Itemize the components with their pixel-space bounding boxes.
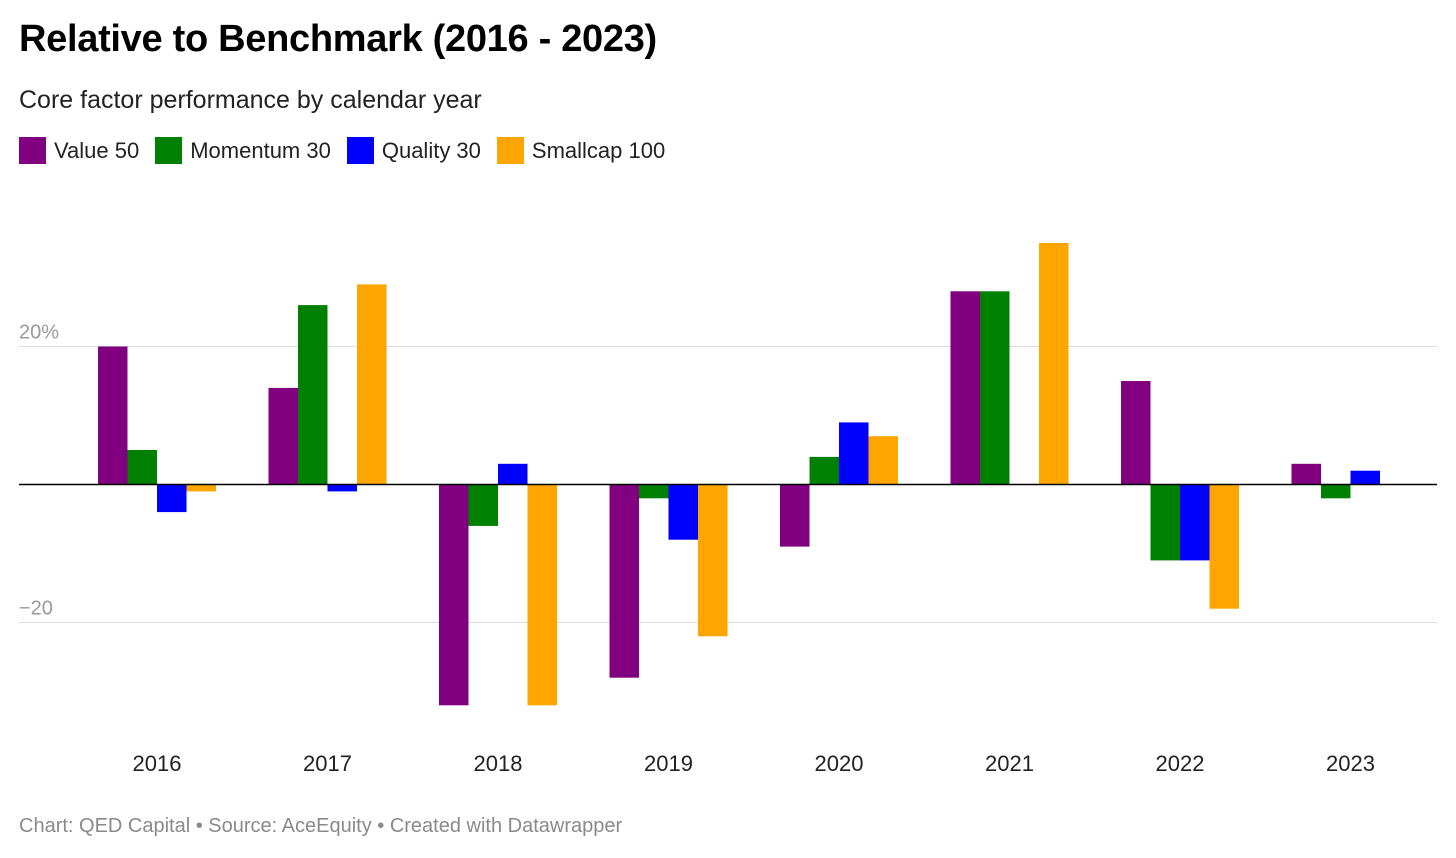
x-tick-label: 2021 (985, 751, 1034, 776)
legend-swatch (19, 137, 46, 164)
bar-momentum-30 (809, 456, 839, 485)
bar-value-50 (1121, 381, 1151, 485)
x-tick-label: 2018 (474, 751, 523, 776)
chart-title: Relative to Benchmark (2016 - 2023) (19, 18, 657, 60)
legend-label: Smallcap 100 (531, 137, 666, 163)
bar-quality-30 (157, 484, 187, 513)
bar-momentum-30 (468, 484, 498, 526)
bar-smallcap-100 (1209, 484, 1239, 609)
bar-quality-30 (839, 422, 869, 485)
legend-item: Value 50 (19, 137, 139, 164)
bar-momentum-30 (1321, 484, 1351, 499)
legend-swatch (155, 137, 183, 164)
legend-item: Quality 30 (346, 137, 481, 164)
bar-chart: 20% −20 2016 2017 2018 2019 2020 2021 2022 2023 (19, 243, 1437, 776)
bar-smallcap-100 (1039, 243, 1069, 485)
legend-item: Momentum 30 (155, 137, 331, 164)
legend-label: Value 50 (54, 137, 140, 163)
x-tick-label: 2019 (644, 751, 693, 776)
legend-item: Smallcap 100 (496, 137, 666, 164)
bar-quality-30 (498, 463, 528, 485)
legend-swatch (496, 137, 524, 164)
x-tick-label: 2017 (303, 751, 352, 776)
bar-momentum-30 (980, 291, 1010, 485)
x-tick-label: 2022 (1156, 751, 1205, 776)
bar-smallcap-100 (186, 484, 216, 492)
chart-subtitle: Core factor performance by calendar year (19, 86, 482, 114)
bar-smallcap-100 (868, 436, 898, 485)
x-tick-label: 2016 (133, 751, 182, 776)
legend-label: Momentum 30 (190, 137, 331, 163)
bar-value-50 (780, 484, 810, 547)
bar-quality-30 (1350, 470, 1380, 485)
bar-quality-30 (1180, 484, 1210, 561)
bar-momentum-30 (639, 484, 669, 499)
y-tick-label: −20 (19, 598, 53, 620)
x-tick-label: 2020 (815, 751, 864, 776)
bar-value-50 (98, 346, 128, 485)
bar-quality-30 (668, 484, 698, 540)
bar-value-50 (950, 291, 980, 485)
bar-value-50 (609, 484, 639, 678)
bar-momentum-30 (1150, 484, 1180, 561)
bar-smallcap-100 (527, 484, 557, 706)
chart-footer: Chart: QED Capital • Source: AceEquity •… (19, 815, 623, 837)
bar-momentum-30 (127, 450, 157, 485)
bar-smallcap-100 (698, 484, 728, 637)
x-tick-label: 2023 (1326, 751, 1375, 776)
legend-label: Quality 30 (381, 137, 481, 163)
bar-smallcap-100 (357, 284, 387, 485)
y-tick-label: 20% (19, 322, 59, 344)
bar-value-50 (268, 387, 298, 485)
bar-value-50 (1291, 463, 1321, 485)
legend: Value 50 Momentum 30 Quality 30 Smallcap 10… (19, 137, 681, 164)
bar-quality-30 (327, 484, 357, 492)
bar-value-50 (439, 484, 469, 706)
bar-momentum-30 (298, 305, 328, 485)
legend-swatch (346, 137, 374, 164)
